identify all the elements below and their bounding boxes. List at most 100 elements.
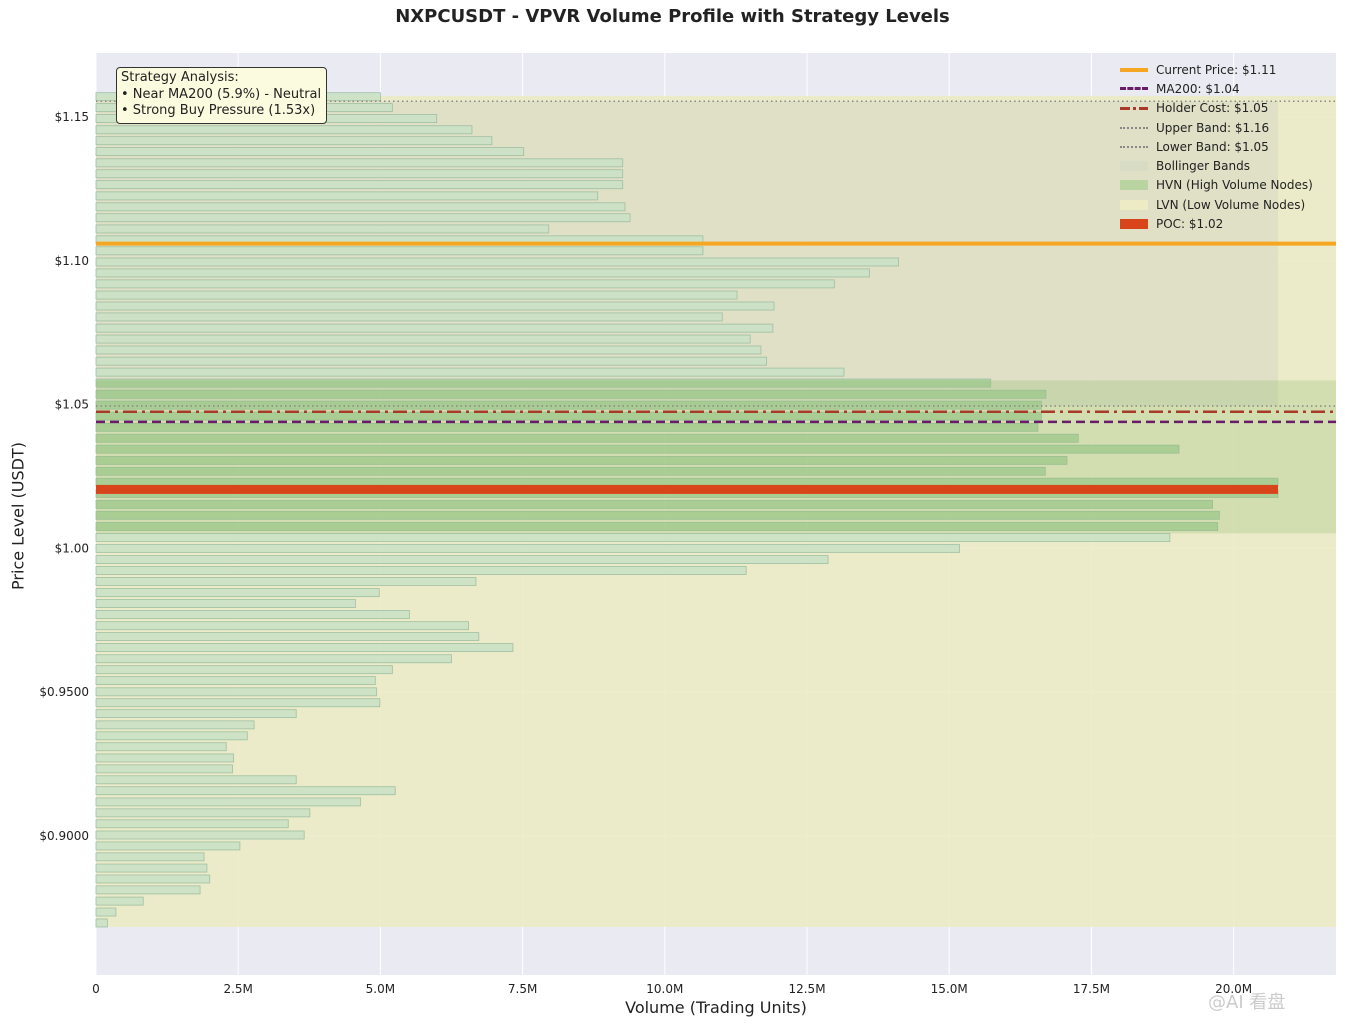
volume-bar bbox=[95, 698, 381, 708]
volume-bar bbox=[95, 301, 775, 311]
volume-bar bbox=[95, 819, 289, 829]
volume-bar bbox=[95, 522, 1219, 531]
volume-bar bbox=[95, 389, 1047, 399]
volume-bar bbox=[95, 246, 704, 256]
volume-bar bbox=[95, 621, 469, 631]
volume-bar bbox=[95, 555, 829, 564]
legend-swatch bbox=[1120, 106, 1148, 110]
volume-bar bbox=[95, 665, 393, 675]
legend-entry: Lower Band: $1.05 bbox=[1120, 137, 1313, 156]
x-axis-label: Volume (Trading Units) bbox=[625, 998, 807, 1017]
volume-bar bbox=[95, 742, 227, 752]
volume-bar bbox=[95, 907, 117, 917]
y-tick-label: $1.00 bbox=[55, 541, 89, 555]
legend-entry: Holder Cost: $1.05 bbox=[1120, 99, 1313, 118]
y-tick-label: $1.05 bbox=[55, 398, 89, 412]
volume-bar bbox=[95, 158, 624, 168]
legend-entry: Upper Band: $1.16 bbox=[1120, 118, 1313, 137]
volume-bar bbox=[95, 643, 514, 652]
y-tick-label: $1.15 bbox=[55, 110, 89, 124]
volume-bar bbox=[95, 610, 410, 619]
volume-bar bbox=[95, 169, 624, 179]
legend-label: POC: $1.02 bbox=[1156, 217, 1224, 232]
volume-bar bbox=[95, 599, 356, 608]
volume-bar bbox=[95, 588, 380, 598]
volume-bar bbox=[95, 753, 235, 763]
volume-bar bbox=[95, 709, 297, 719]
legend-swatch bbox=[1120, 67, 1148, 72]
volume-bar bbox=[95, 797, 361, 807]
watermark: @AI 看盘 bbox=[1208, 992, 1286, 1013]
legend-swatch bbox=[1120, 199, 1148, 210]
volume-bar bbox=[95, 731, 248, 741]
x-tick-label: 15.0M bbox=[931, 982, 968, 996]
y-tick-label: $0.9000 bbox=[39, 829, 89, 843]
legend: Current Price: $1.11 MA200: $1.04 Holder C… bbox=[1120, 60, 1313, 234]
volume-bar bbox=[95, 775, 297, 785]
legend-label: Holder Cost: $1.05 bbox=[1156, 101, 1269, 116]
volume-bar bbox=[95, 257, 899, 267]
volume-bar bbox=[95, 345, 762, 355]
volume-bar bbox=[95, 279, 835, 289]
volume-bar bbox=[95, 334, 751, 344]
volume-bar bbox=[95, 367, 845, 377]
legend-swatch bbox=[1120, 126, 1148, 129]
legend-entry: MA200: $1.04 bbox=[1120, 79, 1313, 98]
volume-bar bbox=[95, 378, 992, 388]
volume-bar bbox=[95, 863, 208, 873]
volume-bar bbox=[95, 290, 738, 300]
poc-bar bbox=[96, 484, 1278, 494]
volume-bar bbox=[95, 499, 1213, 509]
volume-bar bbox=[95, 213, 631, 223]
volume-bar bbox=[95, 180, 624, 190]
volume-bar bbox=[95, 874, 211, 884]
y-tick-label: $0.9500 bbox=[39, 685, 89, 699]
volume-bar bbox=[95, 444, 1180, 454]
volume-bar bbox=[95, 224, 550, 234]
volume-bar bbox=[95, 191, 599, 201]
volume-bar bbox=[95, 147, 525, 157]
volume-bar bbox=[95, 808, 311, 818]
volume-bar bbox=[95, 323, 774, 333]
x-tick-label: 10.0M bbox=[646, 982, 683, 996]
volume-bar bbox=[95, 422, 1039, 432]
legend-label: HVN (High Volume Nodes) bbox=[1156, 178, 1313, 193]
volume-bar bbox=[95, 852, 205, 862]
legend-swatch bbox=[1120, 145, 1148, 148]
volume-bar bbox=[95, 918, 108, 928]
volume-bar bbox=[95, 566, 747, 575]
volume-bar bbox=[95, 786, 396, 796]
x-tick-label: 20.0M bbox=[1215, 982, 1252, 996]
legend-swatch bbox=[1120, 219, 1148, 230]
x-tick-label: 17.5M bbox=[1073, 982, 1110, 996]
volume-bar bbox=[95, 676, 376, 686]
strategy-annotation: Strategy Analysis: • Near MA200 (5.9%) -… bbox=[116, 67, 328, 124]
x-tick-label: 5.0M bbox=[366, 982, 395, 996]
legend-swatch bbox=[1120, 161, 1148, 172]
x-tick-label: 0 bbox=[92, 982, 100, 996]
legend-label: LVN (Low Volume Nodes) bbox=[1156, 197, 1306, 212]
hvn-region bbox=[96, 380, 1336, 534]
volume-bar bbox=[95, 764, 233, 774]
legend-label: MA200: $1.04 bbox=[1156, 81, 1240, 96]
legend-label: Lower Band: $1.05 bbox=[1156, 139, 1269, 154]
legend-label: Bollinger Bands bbox=[1156, 159, 1250, 174]
x-tick-label: 2.5M bbox=[223, 982, 252, 996]
volume-bar bbox=[95, 830, 305, 840]
volume-bar bbox=[95, 466, 1046, 476]
volume-bar bbox=[95, 687, 377, 697]
volume-bar bbox=[95, 455, 1068, 465]
legend-entry: Current Price: $1.11 bbox=[1120, 60, 1313, 79]
volume-bar bbox=[95, 533, 1171, 542]
volume-bar bbox=[95, 632, 480, 642]
volume-bar bbox=[95, 720, 255, 730]
volume-bar bbox=[95, 312, 723, 322]
chart-title: NXPCUSDT - VPVR Volume Profile with Stra… bbox=[395, 6, 950, 27]
y-tick-label: $1.10 bbox=[55, 254, 89, 268]
legend-swatch bbox=[1120, 180, 1148, 191]
legend-label: Upper Band: $1.16 bbox=[1156, 120, 1270, 135]
legend-entry: POC: $1.02 bbox=[1120, 214, 1313, 233]
x-tick-label: 12.5M bbox=[788, 982, 825, 996]
volume-bar bbox=[95, 125, 473, 135]
